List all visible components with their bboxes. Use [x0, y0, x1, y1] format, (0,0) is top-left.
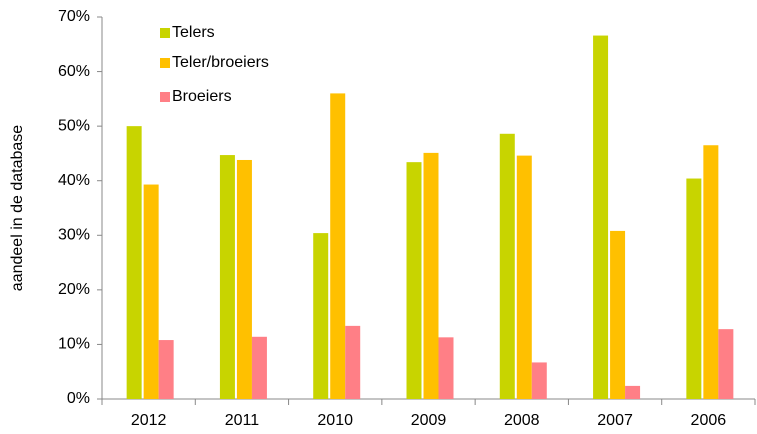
- x-tick-label: 2006: [691, 412, 727, 429]
- bar: [313, 233, 329, 399]
- bar: [126, 126, 142, 400]
- bar: [686, 178, 702, 399]
- y-tick-label: 70%: [58, 8, 90, 25]
- bar: [219, 155, 235, 399]
- bar: [625, 385, 641, 399]
- x-tick-label: 2010: [317, 412, 353, 429]
- bar: [236, 159, 252, 399]
- x-tick-label: 2008: [504, 412, 540, 429]
- legend-swatch: [160, 28, 170, 38]
- y-tick-label: 0%: [67, 390, 90, 407]
- legend-swatch: [160, 92, 170, 102]
- x-tick-label: 2012: [131, 412, 167, 429]
- x-tick-label: 2009: [411, 412, 447, 429]
- legend-label: Broeiers: [172, 88, 232, 105]
- y-tick-label: 30%: [58, 227, 90, 244]
- y-tick-label: 60%: [58, 63, 90, 80]
- bar: [251, 336, 267, 399]
- y-tick-label: 20%: [58, 281, 90, 298]
- x-tick-label: 2011: [225, 412, 260, 429]
- x-tick-label: 2007: [597, 412, 633, 429]
- bar: [143, 184, 159, 399]
- bar: [345, 325, 361, 399]
- legend-label: Teler/broeiers: [172, 54, 269, 71]
- y-tick-label: 40%: [58, 172, 90, 189]
- y-axis-label: aandeel in de database: [9, 125, 26, 291]
- bar: [438, 337, 454, 399]
- bar: [158, 340, 174, 399]
- y-tick-label: 10%: [58, 336, 90, 353]
- legend-label: Telers: [172, 24, 215, 41]
- legend-swatch: [160, 58, 170, 68]
- bar: [703, 145, 719, 399]
- bar: [499, 133, 515, 400]
- bar: [406, 162, 422, 399]
- bar: [718, 329, 734, 399]
- bar: [330, 93, 346, 400]
- bar: [516, 155, 532, 399]
- bar: [593, 35, 609, 399]
- bar: [531, 362, 547, 399]
- y-tick-label: 50%: [58, 117, 90, 134]
- bar: [423, 152, 439, 399]
- bar: [610, 230, 626, 399]
